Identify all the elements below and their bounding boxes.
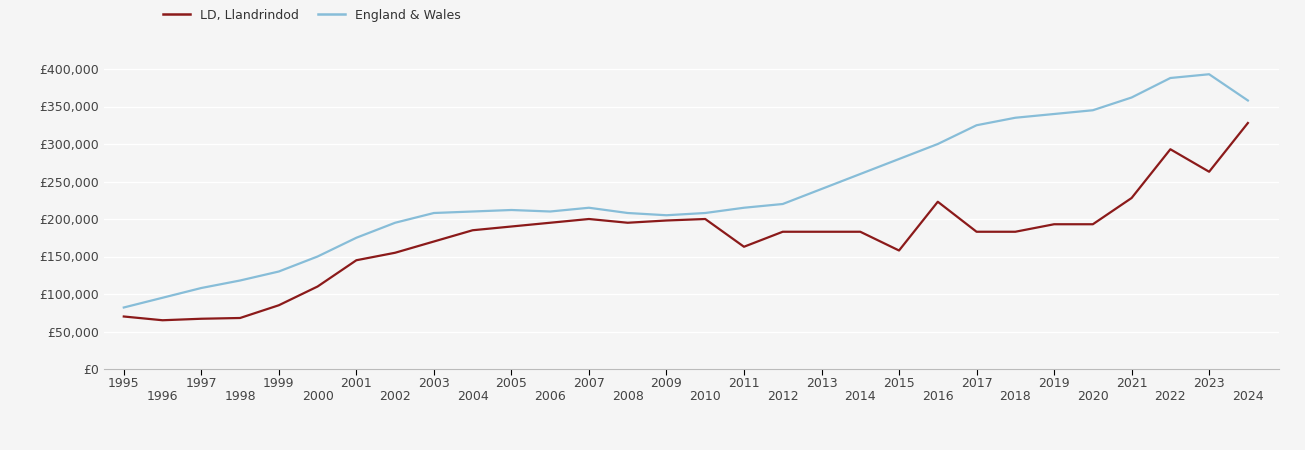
Legend: LD, Llandrindod, England & Wales: LD, Llandrindod, England & Wales — [158, 4, 466, 27]
